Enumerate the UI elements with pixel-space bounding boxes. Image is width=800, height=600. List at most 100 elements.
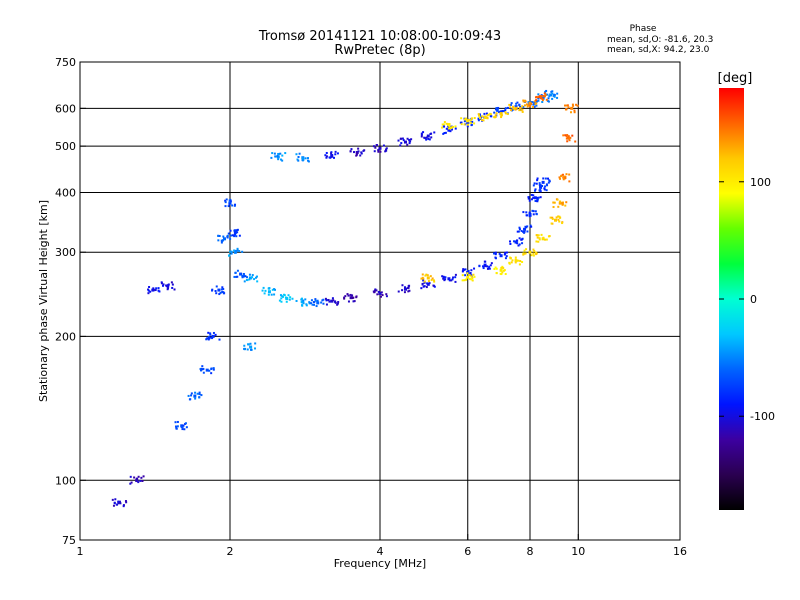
data-point [454, 280, 457, 283]
data-point [500, 116, 503, 119]
data-point [518, 263, 521, 266]
data-point [500, 266, 503, 269]
data-point [397, 139, 400, 142]
data-point [565, 108, 568, 111]
data-point [401, 137, 404, 140]
data-point [379, 292, 382, 295]
data-point [181, 428, 184, 431]
data-point [499, 254, 502, 257]
data-point [498, 252, 501, 255]
data-point [229, 198, 232, 201]
data-point [278, 299, 281, 302]
data-point [304, 298, 307, 301]
data-point [522, 253, 525, 256]
data-point [532, 194, 535, 197]
data-point [508, 240, 511, 243]
data-point [526, 230, 529, 233]
data-point [337, 301, 340, 304]
data-point [428, 138, 431, 141]
data-point [565, 173, 568, 176]
data-point [528, 211, 531, 214]
data-point [407, 290, 410, 293]
data-point [334, 300, 337, 303]
data-point [346, 293, 349, 296]
data-point [478, 114, 481, 117]
data-point [516, 101, 519, 104]
data-point [288, 298, 291, 301]
data-point [468, 274, 471, 277]
data-point [235, 251, 238, 254]
data-point [518, 228, 521, 231]
data-point [472, 273, 475, 276]
data-point [250, 348, 253, 351]
data-point [535, 99, 538, 102]
data-point [404, 287, 407, 290]
data-point [246, 276, 249, 279]
data-point [205, 338, 208, 341]
data-point [241, 250, 244, 253]
data-point [377, 290, 380, 293]
data-point [535, 104, 538, 107]
data-point [273, 152, 276, 155]
data-point [133, 476, 136, 479]
data-point [142, 475, 145, 478]
data-point [238, 250, 241, 253]
data-point [248, 276, 251, 279]
data-point [442, 132, 445, 135]
data-point [505, 251, 508, 254]
data-point [306, 159, 309, 162]
data-point [514, 105, 518, 109]
x-tick-label: 4 [377, 545, 384, 558]
data-point [469, 119, 472, 122]
data-point [279, 152, 282, 155]
data-point [565, 135, 568, 138]
data-point [514, 258, 517, 261]
data-point [357, 147, 360, 150]
data-point [218, 235, 221, 238]
data-point [355, 152, 358, 155]
data-point [488, 265, 491, 268]
data-point [452, 125, 455, 128]
data-point [301, 304, 304, 307]
data-point [187, 394, 190, 397]
y-tick-label: 750 [55, 56, 76, 69]
data-point [467, 123, 470, 126]
data-point [520, 229, 523, 232]
data-point [161, 284, 164, 287]
data-point [233, 235, 236, 238]
data-point [535, 253, 538, 256]
data-point [519, 260, 522, 263]
data-point [300, 301, 303, 304]
data-point [154, 289, 157, 292]
data-point [532, 252, 535, 255]
chart-title-line2: RwPretec (8p) [334, 43, 425, 58]
data-point [267, 293, 270, 296]
data-point [494, 251, 497, 254]
data-point [514, 256, 517, 259]
data-point [281, 159, 284, 162]
data-point [280, 297, 283, 300]
data-point [310, 302, 313, 305]
data-point [545, 98, 548, 101]
data-point [514, 259, 518, 263]
data-point [207, 335, 210, 338]
data-point [360, 151, 363, 154]
data-point [215, 292, 218, 295]
data-point [532, 254, 535, 257]
data-point [571, 103, 574, 106]
data-point [499, 268, 503, 272]
data-point [534, 199, 537, 202]
data-point [464, 278, 467, 281]
data-point [420, 132, 423, 135]
data-point [521, 242, 524, 245]
data-point [536, 179, 539, 182]
data-point [524, 99, 527, 102]
data-point [541, 184, 544, 187]
data-point [572, 104, 575, 107]
data-point [218, 338, 221, 341]
data-point [334, 301, 337, 304]
data-point [551, 92, 554, 95]
data-point [129, 475, 132, 478]
data-point [562, 134, 565, 137]
data-point [471, 279, 474, 282]
